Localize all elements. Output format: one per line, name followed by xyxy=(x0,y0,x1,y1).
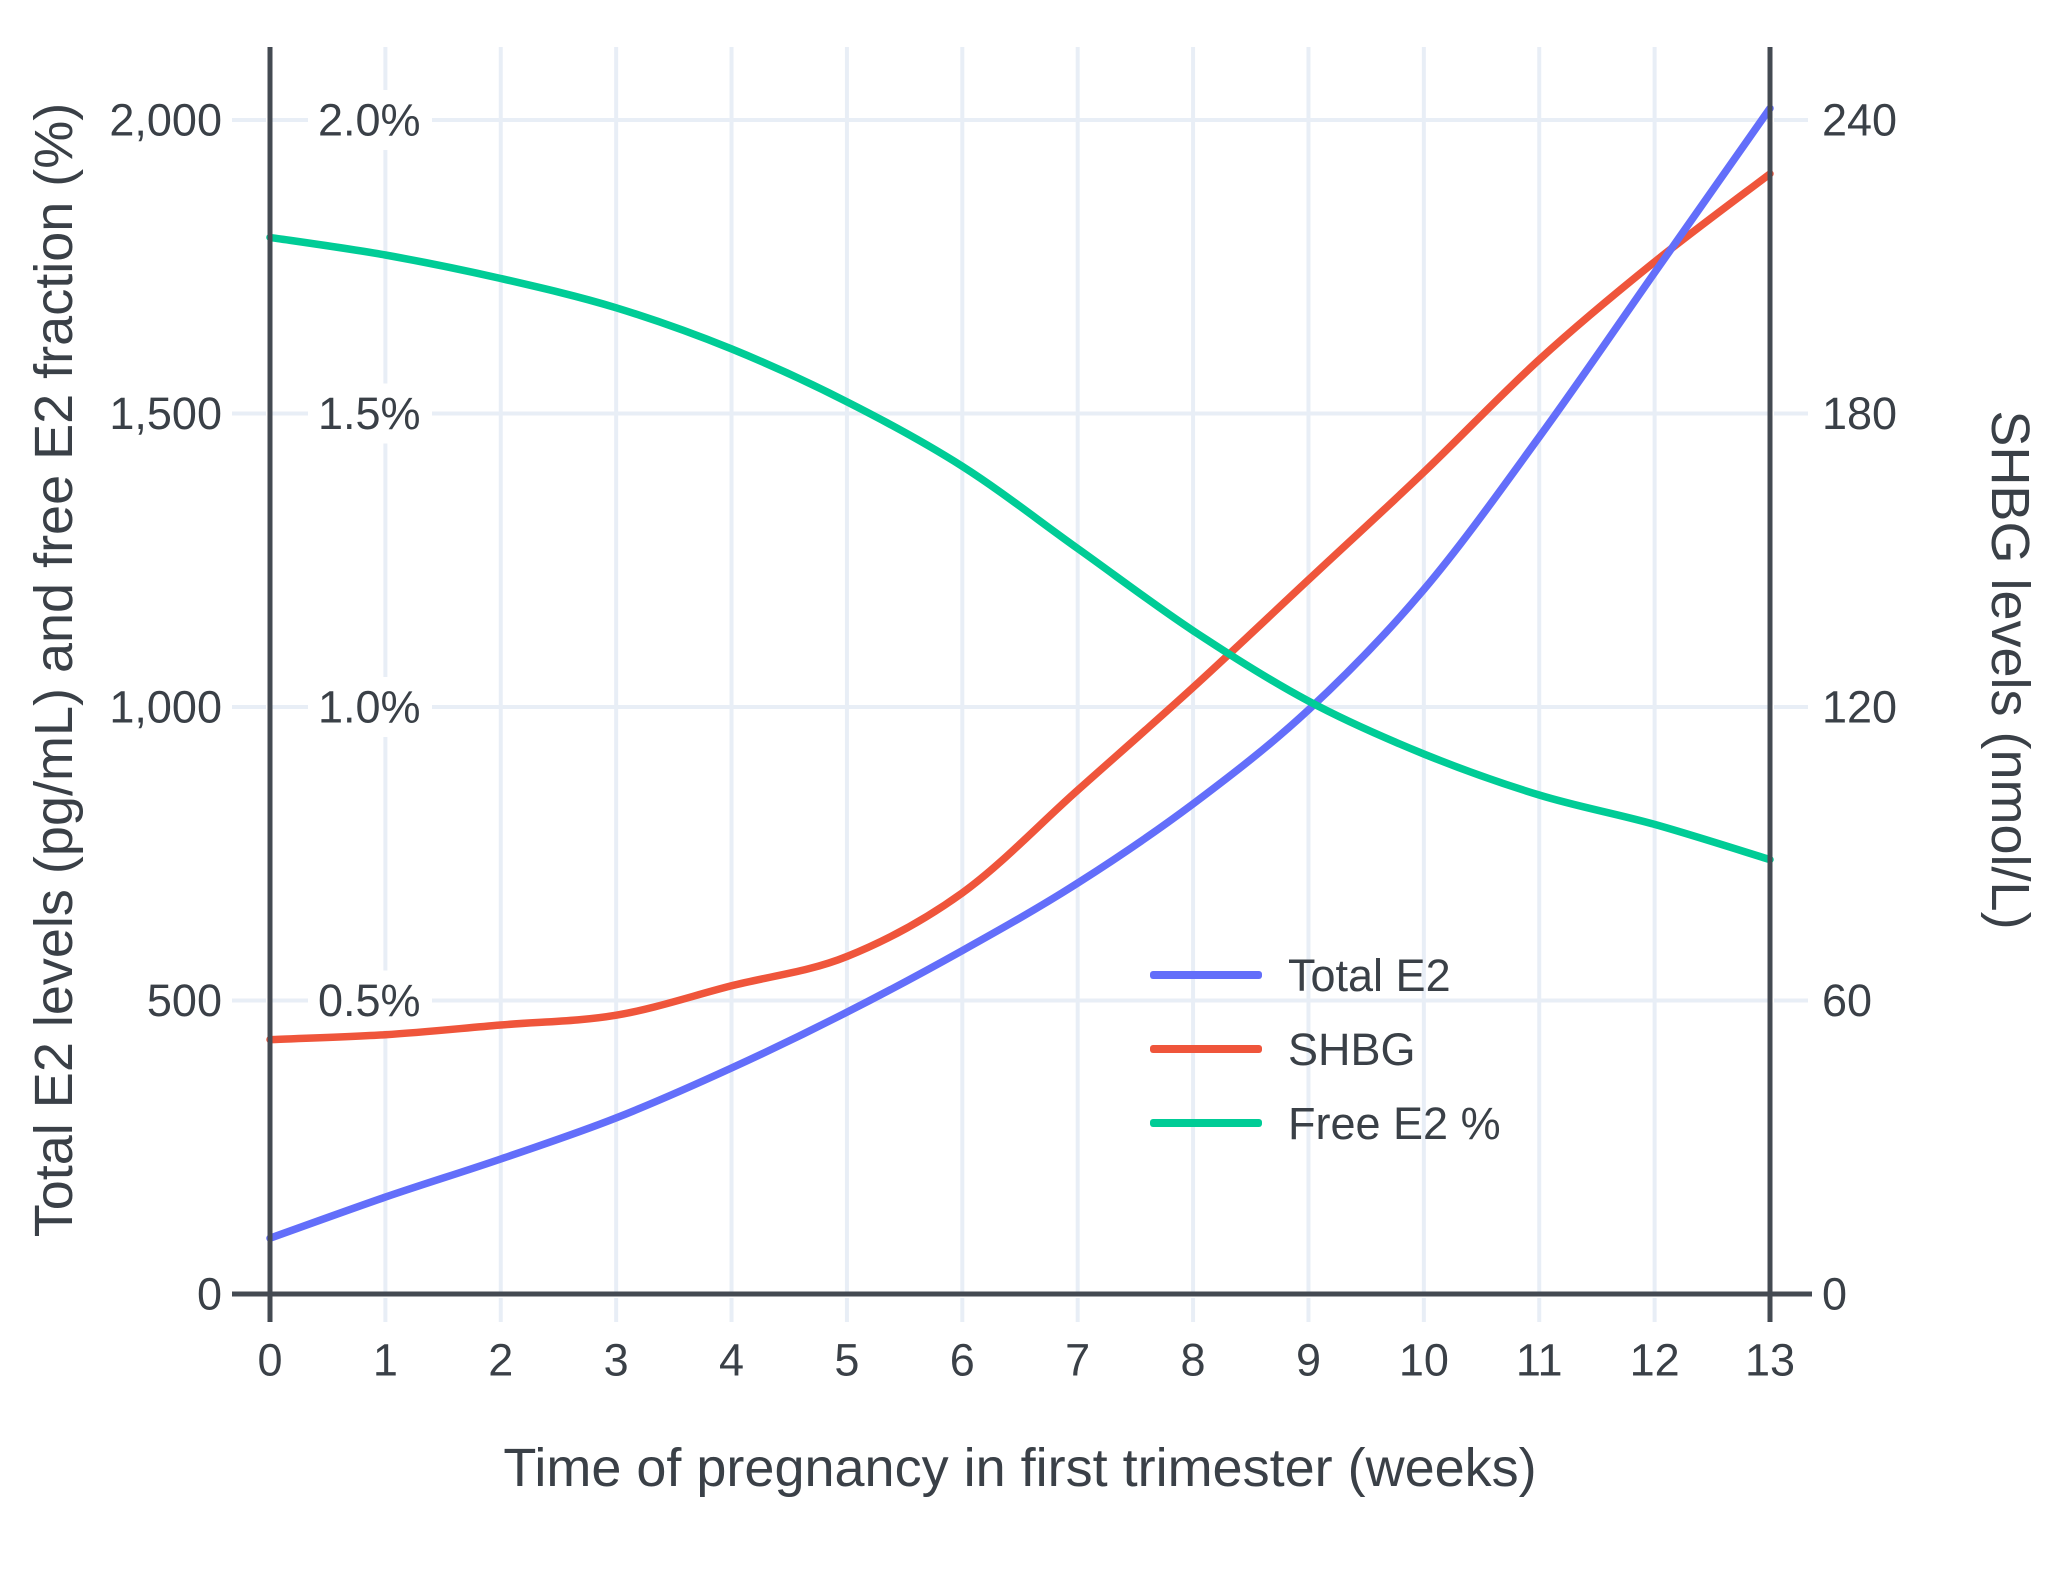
x-axis-tick-label: 2 xyxy=(488,1335,513,1386)
x-axis-tick-label: 3 xyxy=(604,1335,629,1386)
x-axis-tick-label: 4 xyxy=(719,1335,744,1386)
legend-label: Total E2 xyxy=(1288,949,1451,1001)
legend-line-swatch xyxy=(1150,971,1262,979)
x-axis-tick-label: 5 xyxy=(834,1335,859,1386)
right-axis-tick-label: 0 xyxy=(1822,1269,1847,1320)
percent-label-bg xyxy=(308,383,432,444)
left-axis-tick-label: 2,000 xyxy=(109,95,222,146)
free-fraction-label: 0.5% xyxy=(318,975,421,1026)
legend-label: Free E2 % xyxy=(1288,1097,1501,1149)
right-axis-tick-label: 240 xyxy=(1822,95,1897,146)
legend-line-swatch xyxy=(1150,1045,1262,1053)
free-fraction-label: 2.0% xyxy=(318,95,421,146)
legend-item-shbg[interactable]: SHBG xyxy=(1150,1012,1501,1086)
percent-label-bg xyxy=(308,677,432,737)
left-axis-tick-label: 1,500 xyxy=(109,388,222,439)
legend: Total E2 SHBG Free E2 % xyxy=(1150,938,1501,1160)
legend-item-total-e2[interactable]: Total E2 xyxy=(1150,938,1501,1012)
x-axis-tick-label: 0 xyxy=(257,1335,282,1386)
legend-item-free-e2[interactable]: Free E2 % xyxy=(1150,1086,1501,1160)
percent-label-bg xyxy=(308,970,432,1031)
x-axis-tick-label: 10 xyxy=(1399,1335,1449,1386)
series-line-shbg xyxy=(266,170,1774,1044)
left-axis-tick-label: 0 xyxy=(197,1269,222,1320)
right-axis-tick-label: 180 xyxy=(1822,388,1897,439)
x-axis-tick-label: 13 xyxy=(1745,1335,1795,1386)
right-axis-tick-label: 60 xyxy=(1822,975,1872,1026)
x-axis-tick-label: 7 xyxy=(1065,1335,1090,1386)
free-fraction-label: 1.0% xyxy=(318,682,421,733)
series-line-total-e2 xyxy=(266,104,1774,1242)
x-axis-tick-label: 1 xyxy=(373,1335,398,1386)
left-axis-tick-label: 500 xyxy=(147,975,222,1026)
right-y-axis-title: SHBG levels (nmol/L) xyxy=(1980,410,2040,930)
right-axis-tick-label: 120 xyxy=(1822,682,1897,733)
x-axis-tick-label: 9 xyxy=(1296,1335,1321,1386)
percent-label-bg xyxy=(308,90,432,150)
x-axis-tick-label: 6 xyxy=(950,1335,975,1386)
legend-line-swatch xyxy=(1150,1119,1262,1127)
x-axis-title: Time of pregnancy in first trimester (we… xyxy=(503,1438,1537,1498)
left-y-axis-title: Total E2 levels (pg/mL) and free E2 frac… xyxy=(24,102,84,1238)
left-axis-tick-label: 1,000 xyxy=(109,682,222,733)
free-fraction-label: 1.5% xyxy=(318,388,421,439)
legend-label: SHBG xyxy=(1288,1023,1416,1075)
x-axis-tick-label: 12 xyxy=(1630,1335,1680,1386)
x-axis-tick-label: 8 xyxy=(1181,1335,1206,1386)
series-line-free-e2 xyxy=(266,233,1774,864)
x-axis-tick-label: 11 xyxy=(1516,1335,1563,1386)
